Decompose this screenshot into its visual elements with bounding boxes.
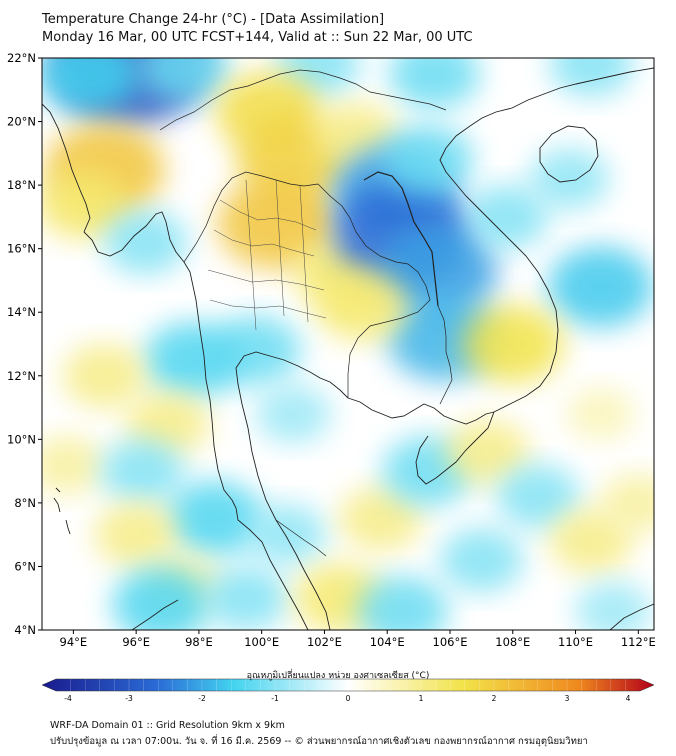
temperature-anomaly-patch	[549, 58, 633, 97]
coastline-borneo	[609, 603, 654, 630]
colorbar-tick-label: -3	[125, 694, 133, 703]
temperature-anomaly-patch	[357, 576, 449, 630]
colorbar-tick-label: 3	[565, 694, 570, 703]
temperature-anomaly-patch	[446, 420, 530, 485]
longitude-tick-label: 102°E	[307, 635, 342, 649]
longitude-tick-label: 96°E	[122, 635, 150, 649]
temperature-anomaly-patch	[566, 387, 635, 441]
temperature-anomaly-patch	[103, 210, 188, 275]
coastline-andaman	[53, 487, 71, 535]
colorbar-tick-label: -4	[64, 694, 72, 703]
longitude-tick-label: 104°E	[370, 635, 405, 649]
temperature-anomaly-patch	[255, 384, 332, 444]
temperature-anomaly-patch	[63, 343, 147, 408]
latitude-tick-label: 16°N	[7, 242, 36, 256]
longitude-tick-label: 112°E	[621, 635, 656, 649]
longitude-tick-label: 98°E	[185, 635, 213, 649]
latitude-tick-label: 20°N	[7, 115, 36, 129]
temperature-anomaly-patch	[204, 566, 288, 630]
colorbar: -4 -3 -2 -1 0 1 2 3 4	[41, 678, 655, 703]
border-thai-malaysia	[275, 519, 327, 557]
colorbar-ticks: -4 -3 -2 -1 0 1 2 3 4	[64, 679, 631, 703]
border-china	[159, 69, 447, 131]
colorbar-tick-label: 0	[346, 694, 351, 703]
temperature-anomaly-patch	[389, 58, 480, 109]
latitude-tick-label: 4°N	[14, 623, 36, 637]
temperature-anomaly-patch	[42, 169, 129, 239]
temperature-anomaly-patch	[548, 246, 654, 328]
longitude-tick-label: 100°E	[244, 635, 279, 649]
temperature-anomaly-patch	[100, 439, 185, 504]
border-thai-myanmar	[183, 171, 319, 263]
latitude-tick-label: 6°N	[14, 559, 36, 573]
coastline-peninsula-east	[235, 351, 349, 630]
border-thai-cambodia	[347, 299, 431, 398]
latitude-tick-label: 8°N	[14, 496, 36, 510]
temperature-anomaly-patch	[600, 473, 654, 533]
footer-credit: ปรับปรุงข้อมูล ณ เวลา 07:00น. วัน จ. ที่…	[50, 736, 588, 747]
temperature-anomaly-patch	[377, 224, 498, 317]
temperature-anomaly-patch	[138, 58, 229, 103]
longitude-tick-label: 94°E	[60, 635, 88, 649]
border-laos-vietnam	[363, 171, 439, 307]
temperature-anomaly-patch	[462, 305, 564, 383]
coastline-peninsula-west	[231, 499, 309, 630]
coastline-hainan	[539, 125, 599, 183]
coastline-vietnam-east	[439, 67, 654, 413]
colorbar-tick-label: -1	[271, 694, 279, 703]
temperature-anomaly-patch	[42, 435, 106, 494]
map-subtitle: Monday 16 Mar, 00 UTC FCST+144, Valid at…	[42, 30, 473, 45]
latitude-tick-label: 14°N	[7, 305, 36, 319]
temperature-anomaly-patch	[316, 271, 408, 341]
border-cambodia-vietnam	[437, 305, 453, 405]
colorbar-tick-label: -2	[198, 694, 206, 703]
temperature-anomaly-patch	[143, 322, 242, 398]
temperature-anomaly-patch	[42, 58, 140, 113]
temperature-anomaly-patch	[94, 502, 178, 567]
longitude-tick-label: 110°E	[558, 635, 593, 649]
coastline-myanmar-west	[42, 103, 233, 501]
coastlines-and-borders	[42, 67, 654, 630]
temperature-anomaly-patch	[529, 148, 610, 210]
map-border	[41, 57, 655, 631]
latitude-tick-label: 12°N	[7, 369, 36, 383]
temperature-anomaly-patch	[382, 124, 474, 195]
colorbar-tick-label: 2	[492, 694, 497, 703]
temperature-anomaly-patch	[247, 504, 327, 566]
temperature-anomaly-patch	[575, 581, 652, 630]
longitude-tick-label: 108°E	[495, 635, 530, 649]
latitude-tick-label: 18°N	[7, 178, 36, 192]
coastline-sumatra	[131, 599, 179, 630]
temperature-anomaly-patch	[549, 509, 633, 574]
longitude-tick-label: 106°E	[433, 635, 468, 649]
coastline-vietnam-south	[415, 411, 495, 485]
provinces-thailand	[207, 179, 327, 331]
latitude-axis: 22°N 20°N 18°N 16°N 14°N 12°N 10°N 8°N 6°N 4°N	[7, 51, 42, 637]
colorbar-label: อุณหภูมิเปลี่ยนแปลง หน่วย องศาเซลเซียส (…	[246, 671, 430, 681]
longitude-axis: 94°E 96°E 98°E 100°E 102°E 104°E 106°E 108°E 110…	[60, 630, 656, 649]
latitude-tick-label: 22°N	[7, 51, 36, 65]
latitude-tick-label: 10°N	[7, 432, 36, 446]
temperature-anomaly-patch	[439, 528, 523, 593]
colorbar-tick-label: 1	[419, 694, 424, 703]
temperature-anomaly-patch	[165, 481, 264, 557]
border-thai-laos	[317, 183, 431, 301]
map-frame	[41, 57, 655, 631]
map-title: Temperature Change 24-hr (°C) - [Data As…	[42, 12, 385, 27]
footer-model-info: WRF-DA Domain 01 :: Grid Resolution 9km …	[50, 720, 285, 731]
coastline-cambodia	[347, 397, 495, 425]
temperature-anomaly-patch	[464, 184, 549, 249]
temperature-anomaly-patch	[112, 566, 211, 630]
temperature-anomaly-patch	[339, 486, 423, 551]
temperature-anomaly-patch	[496, 464, 580, 529]
colorbar-tick-label: 4	[626, 694, 631, 703]
